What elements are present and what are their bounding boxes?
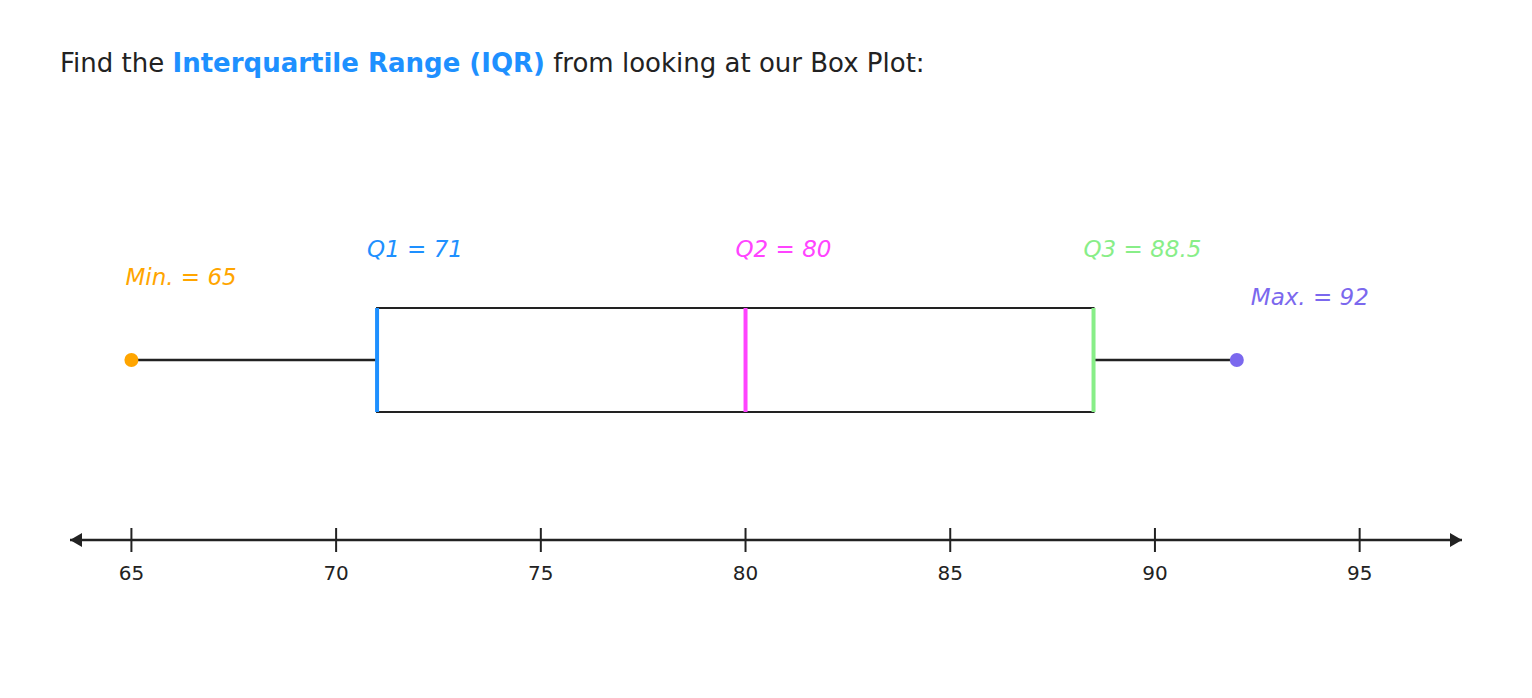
data-label: Q2 = 80 — [736, 236, 832, 262]
quartile-line — [1092, 308, 1096, 412]
tick — [949, 528, 951, 552]
x-axis: 65 70 75 80 85 90 95 — [70, 528, 1462, 585]
axis-line — [70, 539, 1462, 542]
tick — [1154, 528, 1156, 552]
title: Find the Interquartile Range (IQR) from … — [60, 48, 925, 78]
quartile-line — [375, 308, 379, 412]
tick-label: 95 — [1347, 561, 1372, 585]
tick-label: 75 — [528, 561, 553, 585]
chart: Find the Interquartile Range (IQR) from … — [0, 0, 1532, 698]
box-plot — [124, 308, 1243, 412]
data-label: Q3 = 88.5 — [1084, 236, 1202, 262]
whisker — [1094, 359, 1237, 362]
title-part: from looking at our Box Plot: — [545, 48, 925, 78]
tick-label: 70 — [323, 561, 348, 585]
data-label: Q1 = 71 — [367, 236, 463, 262]
title-part: Interquartile Range (IQR) — [172, 48, 544, 78]
tick-label: 85 — [938, 561, 963, 585]
data-label: Max. = 92 — [1251, 284, 1369, 310]
min-point — [124, 353, 138, 367]
tick — [540, 528, 542, 552]
box — [377, 308, 1093, 412]
median-line — [744, 308, 748, 412]
tick-label: 65 — [119, 561, 144, 585]
whisker — [131, 359, 377, 362]
axis-arrow — [70, 533, 82, 547]
axis-arrow — [1450, 533, 1462, 547]
data-labels: Min. = 65 Q1 = 71 Q2 = 80 Q3 = 88.5 Max. = 9… — [125, 236, 1368, 310]
tick — [335, 528, 337, 552]
tick — [1359, 528, 1361, 552]
tick — [745, 528, 747, 552]
tick-label: 90 — [1142, 561, 1167, 585]
data-label: Min. = 65 — [125, 264, 236, 290]
max-point — [1230, 353, 1244, 367]
title-part: Find the — [60, 48, 172, 78]
tick-label: 80 — [733, 561, 758, 585]
tick — [130, 528, 132, 552]
